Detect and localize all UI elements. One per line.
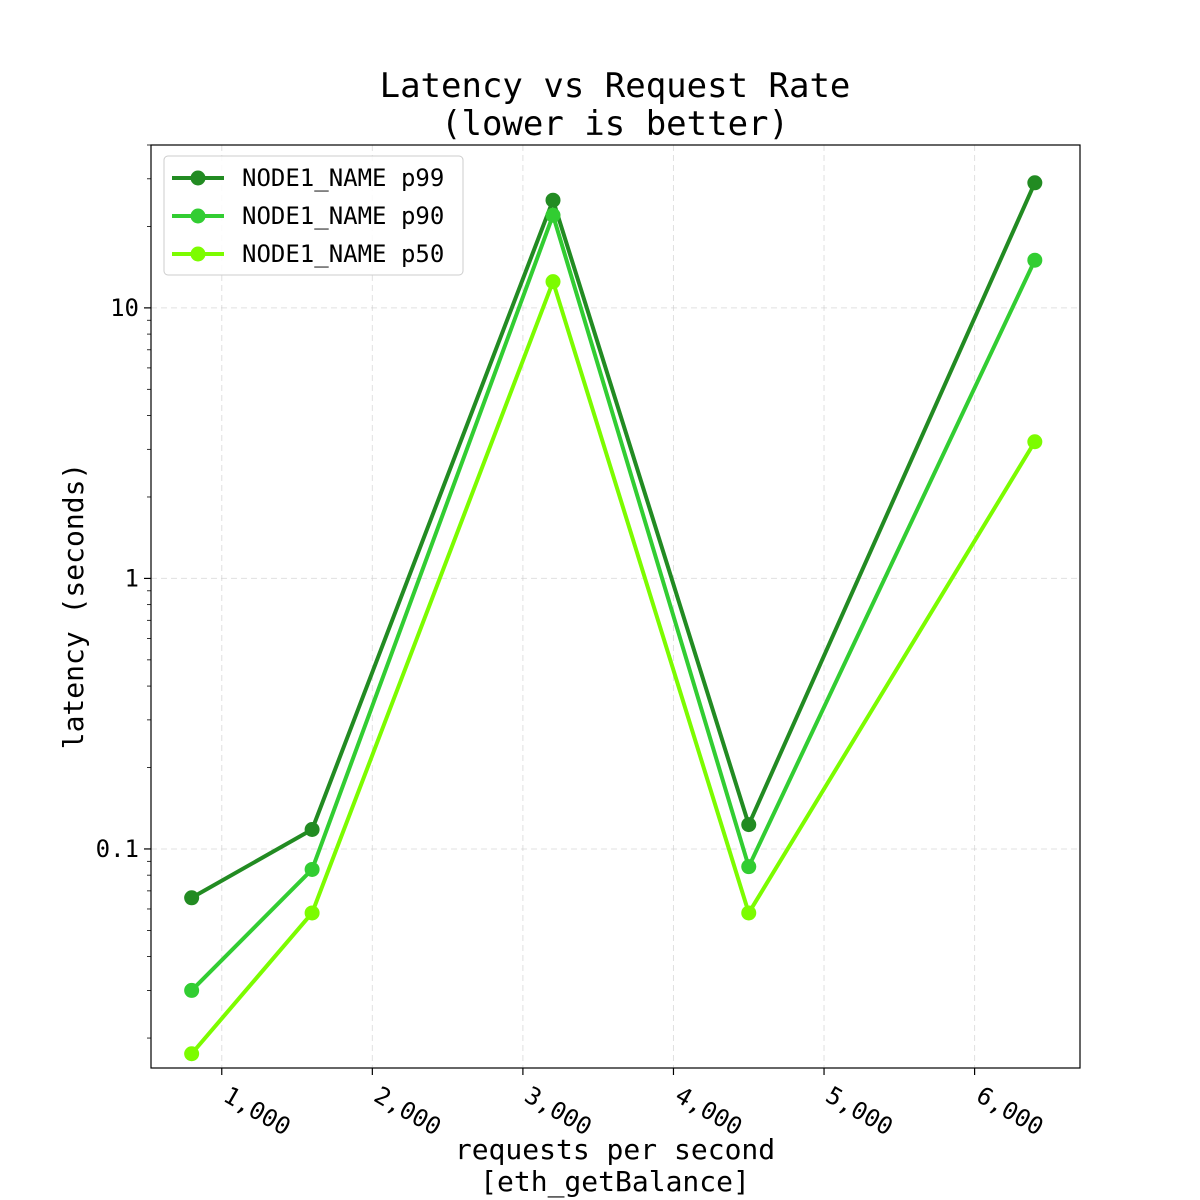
data-point <box>184 982 200 998</box>
data-point <box>184 890 200 906</box>
data-point <box>304 861 320 877</box>
legend-item: NODE1_NAME p50 <box>172 240 444 268</box>
legend-swatch-marker <box>190 208 206 224</box>
legend-swatch-marker <box>190 170 206 186</box>
series-lines <box>184 175 1043 1062</box>
data-point <box>741 859 757 875</box>
series-line <box>190 213 1037 992</box>
legend-label: NODE1_NAME p99 <box>242 164 444 192</box>
x-tick-label: 6,000 <box>972 1081 1049 1141</box>
y-tick-label: 0.1 <box>96 835 139 863</box>
series <box>184 274 1043 1062</box>
chart-title-line-2: (lower is better) <box>441 104 789 144</box>
data-point <box>545 207 561 223</box>
data-point <box>1027 252 1043 268</box>
y-tick-label: 1 <box>125 564 139 592</box>
x-axis-label: requests per second [eth_getBalance] <box>455 1133 775 1199</box>
legend-item: NODE1_NAME p99 <box>172 164 444 192</box>
legend-swatch-marker <box>190 246 206 262</box>
series-line <box>190 181 1037 900</box>
x-tick-label: 1,000 <box>219 1081 296 1141</box>
chart-title-line-1: Latency vs Request Rate <box>380 66 851 106</box>
legend-label: NODE1_NAME p90 <box>242 202 444 230</box>
x-axis-label-line-2: [eth_getBalance] <box>480 1165 750 1199</box>
data-point <box>741 905 757 921</box>
x-axis-label-line-1: requests per second <box>455 1133 775 1166</box>
legend-label: NODE1_NAME p50 <box>242 240 444 268</box>
series <box>184 175 1043 906</box>
y-axis-label: latency (seconds) <box>57 463 90 750</box>
plot-area-frame <box>150 144 1081 1069</box>
legend-box <box>163 155 464 276</box>
data-point <box>545 274 561 290</box>
legend: NODE1_NAME p99 NODE1_NAME p90 NODE1_NAME p… <box>163 155 464 276</box>
data-point <box>1027 175 1043 191</box>
chart-title: Latency vs Request Rate (lower is better… <box>380 66 851 144</box>
y-tick-label: 10 <box>110 294 139 322</box>
x-tick-label: 2,000 <box>369 1081 446 1141</box>
data-point <box>545 192 561 208</box>
legend-item: NODE1_NAME p90 <box>172 202 444 230</box>
data-point <box>1027 434 1043 450</box>
grid-lines <box>151 145 1080 1068</box>
series <box>184 207 1043 998</box>
data-point <box>304 905 320 921</box>
data-point <box>741 817 757 833</box>
data-point <box>184 1046 200 1062</box>
x-tick-label: 5,000 <box>821 1081 898 1141</box>
data-point <box>304 822 320 838</box>
